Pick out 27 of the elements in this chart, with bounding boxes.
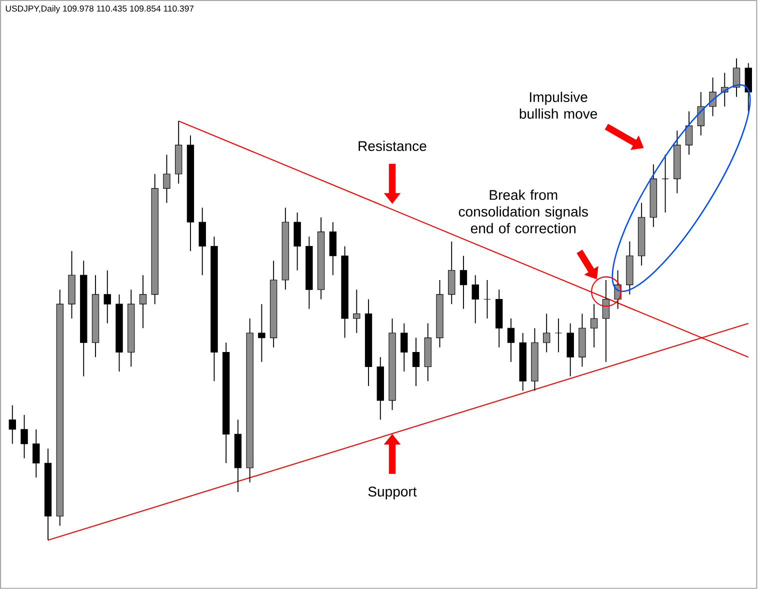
candlestick (662, 154, 669, 214)
candlestick (732, 58, 740, 98)
candlestick (412, 337, 420, 387)
candlestick (554, 318, 562, 353)
candlestick (685, 110, 693, 156)
candlestick (258, 304, 266, 362)
candlestick (460, 255, 468, 310)
candlestick (484, 280, 491, 320)
candlestick (602, 280, 610, 362)
candlestick (542, 313, 550, 353)
candlestick (163, 154, 170, 204)
annotation: Break from consolidation signals end of correction (458, 190, 588, 234)
annotation: Support (368, 486, 417, 500)
chart-title: USDJPY,Daily 109.978 110.435 109.854 110.397 (6, 5, 194, 14)
candlestick (8, 404, 16, 444)
candlestick (709, 77, 716, 117)
candlestick (507, 318, 515, 362)
candlestick (472, 274, 479, 324)
candlestick (104, 270, 111, 324)
candlestick (32, 428, 40, 478)
candlestick (590, 304, 598, 348)
candlestick (20, 414, 28, 459)
annotation: Resistance (358, 140, 426, 152)
candlestick (139, 274, 147, 329)
candlestick (353, 289, 360, 334)
candlestick (400, 322, 408, 372)
annotation: Impulsive bullish move (520, 92, 598, 119)
